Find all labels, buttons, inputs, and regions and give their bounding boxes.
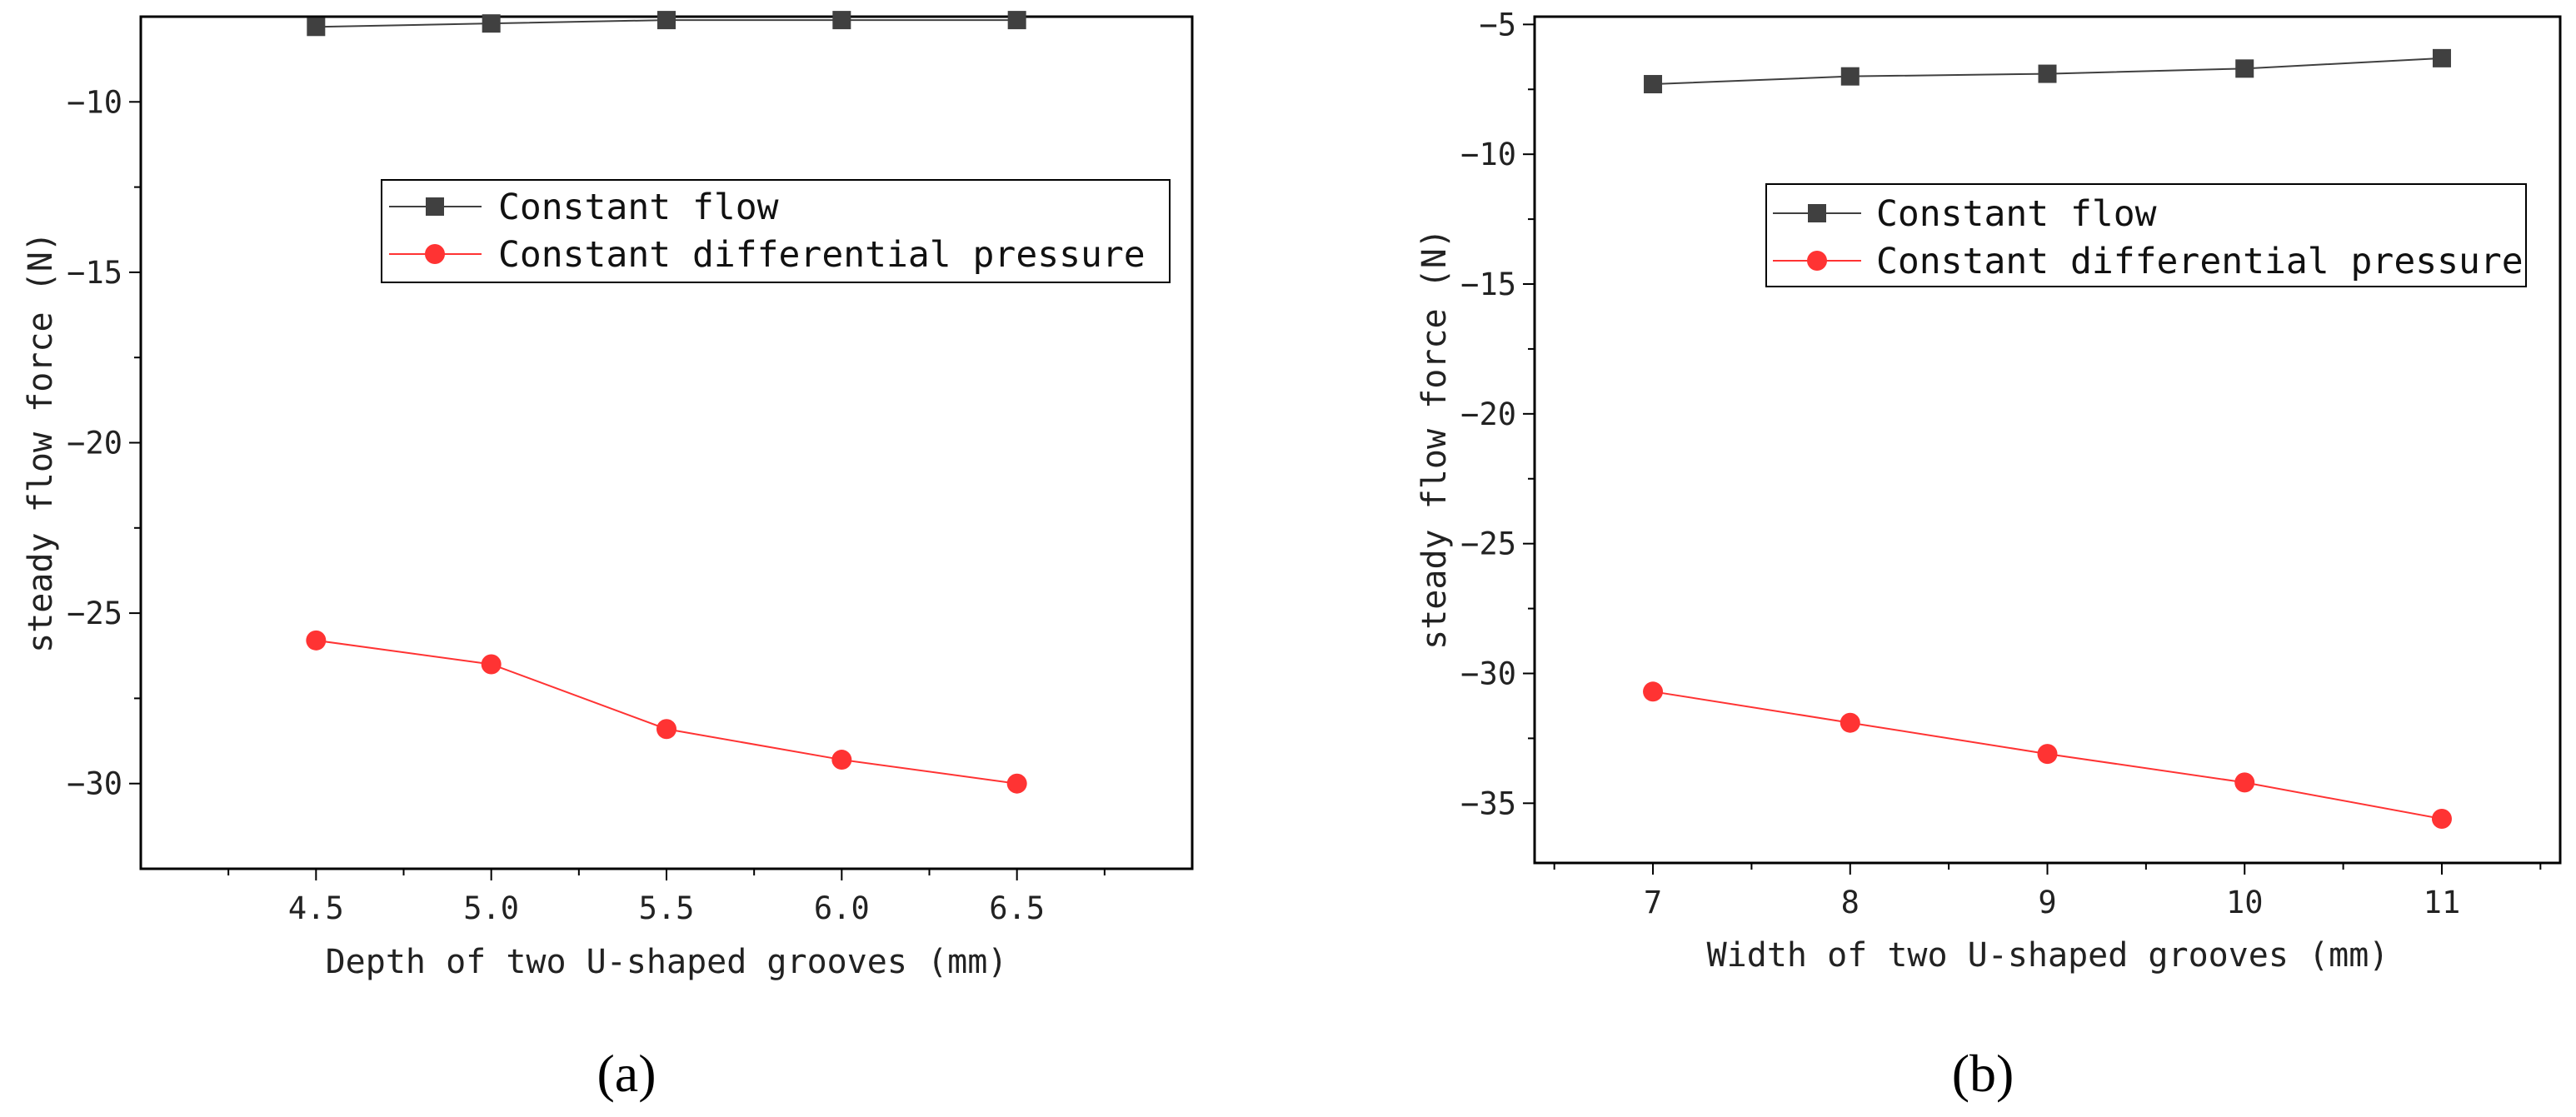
- legend-box: [1765, 183, 2527, 287]
- series-constant-differential-pressure: [306, 630, 1027, 794]
- panel-label-close: ): [638, 1044, 656, 1103]
- x-tick-label: 11: [2424, 885, 2461, 920]
- data-point-square: [307, 17, 326, 37]
- data-point-square: [1840, 67, 1860, 86]
- y-tick-label: −5: [1479, 7, 1516, 42]
- series-constant-flow: [1644, 48, 2451, 94]
- x-axis-label: Depth of two U-shaped grooves (mm): [326, 943, 1008, 981]
- data-point-circle: [306, 630, 327, 651]
- x-tick-label: 7: [1644, 885, 1662, 920]
- y-tick-label: −25: [1460, 526, 1516, 562]
- data-point-square: [1644, 75, 1663, 94]
- data-point-circle: [831, 750, 852, 770]
- legend-box: [381, 179, 1171, 283]
- legend: Constant flow Constant differential pres…: [1765, 183, 2527, 287]
- y-tick-label: −30: [67, 766, 122, 802]
- data-point-circle: [2037, 744, 2058, 765]
- y-tick-label: −15: [67, 255, 122, 291]
- legend-marker-circle: [425, 244, 445, 264]
- data-point-square: [482, 14, 501, 33]
- chart-panel-b: −5 −10 −15 −20 −25 −30 −35 7 8 9 10 11 Constant fl…: [1415, 7, 2562, 1103]
- y-tick-label: −10: [1460, 137, 1516, 172]
- legend: Constant flow Constant differential pres…: [381, 179, 1171, 283]
- panel-label: (b): [1952, 1044, 2014, 1103]
- series-constant-flow: [307, 11, 1026, 37]
- data-point-circle: [1006, 773, 1027, 794]
- data-point-square: [2038, 64, 2057, 83]
- panel-label-close: ): [1996, 1044, 2014, 1103]
- series-line: [316, 639, 1017, 785]
- legend-label-constant-differential-pressure: Constant differential pressure: [1876, 241, 2524, 282]
- x-axis-label: Width of two U-shaped grooves (mm): [1707, 936, 2389, 975]
- panel-label-open: (: [597, 1044, 614, 1103]
- x-axis-ticks: 7 8 9 10 11: [1553, 863, 2542, 920]
- y-tick-label: −30: [1460, 656, 1516, 691]
- y-tick-label: −25: [67, 596, 122, 631]
- x-tick-label: 5.0: [463, 890, 519, 926]
- data-point-circle: [481, 654, 502, 675]
- x-tick-label: 5.5: [639, 890, 695, 926]
- data-point-square: [1007, 11, 1026, 30]
- panel-label: (a): [597, 1044, 656, 1103]
- data-point-square: [2432, 48, 2451, 67]
- panel-label-open: (: [1952, 1044, 1969, 1103]
- x-tick-label: 8: [1841, 885, 1860, 920]
- series-constant-differential-pressure: [1643, 681, 2452, 830]
- legend-marker-square: [426, 197, 444, 216]
- y-tick-label: −20: [67, 426, 122, 461]
- y-axis-label: steady flow force (N): [22, 232, 60, 653]
- plot-frame: [139, 15, 1194, 870]
- y-tick-label: −20: [1460, 396, 1516, 432]
- x-tick-label: 6.5: [989, 890, 1045, 926]
- x-tick-label: 9: [2038, 885, 2056, 920]
- y-axis-ticks: −10 −15 −20 −25 −30: [67, 84, 141, 802]
- y-tick-label: −15: [1460, 267, 1516, 302]
- y-axis-ticks: −5 −10 −15 −20 −25 −30 −35: [1460, 7, 1535, 821]
- legend-marker-square: [1808, 204, 1826, 222]
- y-axis-label: steady flow force (N): [1415, 228, 1454, 650]
- y-tick-label: −10: [67, 84, 122, 120]
- chart-panel-a: −10 −15 −20 −25 −30 4.5 5.0 5.5 6.0 6.5 Constant…: [22, 11, 1194, 1103]
- plot-frame: [1533, 15, 2562, 865]
- data-point-circle: [2234, 772, 2255, 793]
- x-tick-label: 6.0: [814, 890, 870, 926]
- data-point-square: [832, 11, 851, 30]
- data-point-circle: [2431, 809, 2452, 830]
- legend-label-constant-flow: Constant flow: [1876, 193, 2157, 235]
- legend-marker-circle: [1807, 251, 1827, 271]
- legend-label-constant-differential-pressure: Constant differential pressure: [498, 234, 1146, 276]
- panel-label-letter: b: [1969, 1044, 1996, 1103]
- data-point-square: [2235, 59, 2254, 78]
- data-point-circle: [656, 719, 676, 740]
- data-point-square: [657, 11, 676, 30]
- x-tick-label: 4.5: [288, 890, 344, 926]
- x-tick-label: 10: [2226, 885, 2264, 920]
- data-point-circle: [1643, 681, 1664, 702]
- x-axis-ticks: 4.5 5.0 5.5 6.0 6.5: [227, 869, 1106, 926]
- y-tick-label: −35: [1460, 785, 1516, 821]
- panel-label-letter: a: [615, 1044, 638, 1103]
- legend-label-constant-flow: Constant flow: [498, 187, 779, 228]
- data-point-circle: [1840, 712, 1860, 733]
